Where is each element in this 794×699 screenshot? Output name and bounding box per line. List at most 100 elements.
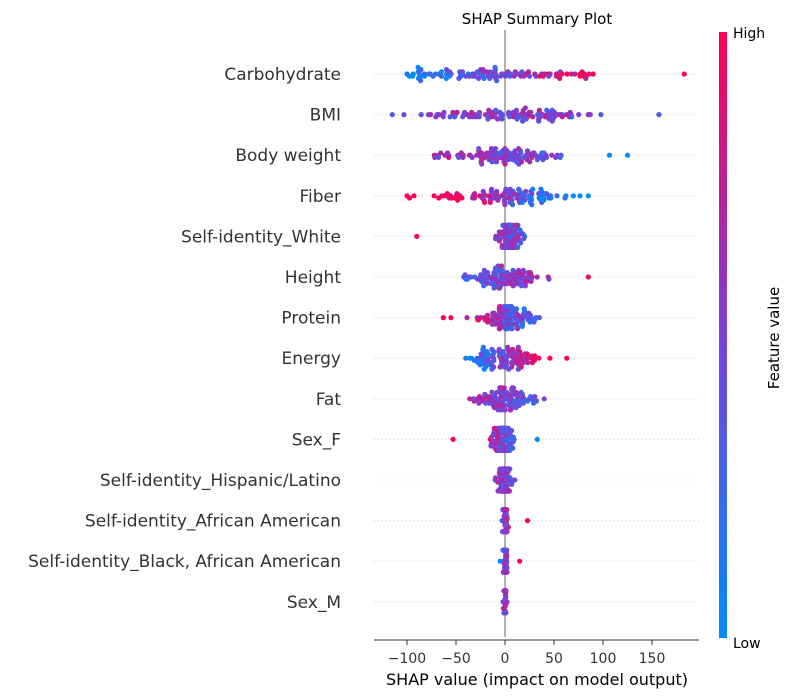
data-point: [466, 114, 473, 120]
data-point: [467, 355, 473, 361]
data-point: [515, 366, 521, 372]
data-point: [527, 319, 533, 325]
data-point: [546, 195, 552, 201]
data-point: [511, 73, 517, 79]
data-point: [487, 199, 493, 205]
data-point: [544, 107, 550, 113]
data-point: [441, 109, 447, 115]
data-point: [554, 193, 560, 199]
data-point: [509, 326, 515, 332]
data-point: [481, 75, 487, 81]
data-point: [519, 199, 526, 205]
x-tick-label: 150: [639, 651, 666, 667]
data-point: [516, 146, 522, 152]
data-point: [524, 278, 530, 284]
data-point: [539, 150, 545, 156]
data-point: [478, 351, 484, 357]
data-point: [498, 263, 505, 269]
data-point: [513, 107, 520, 113]
data-point: [495, 116, 501, 122]
data-point: [476, 146, 482, 152]
data-point: [459, 195, 465, 201]
data-point: [503, 186, 509, 192]
data-point: [496, 150, 502, 156]
data-point: [507, 222, 513, 228]
data-point: [401, 112, 407, 118]
data-point: [585, 193, 591, 199]
data-point: [481, 199, 488, 205]
data-point: [511, 150, 517, 156]
data-point: [509, 304, 515, 310]
data-point: [502, 202, 508, 208]
data-point: [492, 265, 498, 271]
data-point: [502, 364, 508, 370]
data-point: [532, 353, 538, 359]
data-point: [476, 400, 482, 406]
data-point: [481, 283, 487, 289]
feature-label: BMI: [310, 106, 341, 126]
data-point: [456, 75, 462, 81]
data-point: [525, 398, 531, 404]
data-point: [431, 193, 437, 199]
data-point: [496, 346, 502, 352]
data-point: [517, 227, 523, 233]
data-point: [530, 150, 536, 156]
data-point: [547, 355, 553, 361]
data-point: [527, 159, 533, 165]
data-point: [471, 195, 478, 201]
data-point: [507, 186, 513, 192]
data-point: [456, 154, 462, 160]
data-point: [502, 73, 508, 79]
data-point: [438, 73, 445, 79]
data-point: [579, 69, 585, 75]
data-point: [530, 186, 536, 192]
data-point: [510, 283, 516, 289]
data-point: [492, 64, 498, 70]
data-point: [488, 281, 494, 287]
data-point: [445, 150, 451, 156]
data-point: [519, 323, 525, 329]
data-point: [506, 191, 512, 197]
data-point: [460, 114, 466, 120]
data-point: [567, 109, 573, 115]
data-point: [438, 150, 444, 156]
data-point: [418, 112, 424, 118]
data-point: [503, 601, 509, 607]
data-points: [389, 64, 687, 616]
data-point: [562, 195, 568, 201]
data-point: [497, 447, 503, 453]
feature-label: Sex_M: [287, 593, 341, 613]
data-point: [541, 396, 547, 402]
data-point: [499, 267, 505, 273]
data-point: [507, 114, 513, 120]
data-point: [486, 400, 492, 406]
feature-label: Self-identity_Hispanic/Latino: [100, 471, 341, 491]
data-point: [389, 112, 395, 118]
data-point: [421, 73, 427, 79]
data-point: [570, 193, 577, 199]
data-point: [519, 69, 525, 75]
data-point: [503, 610, 509, 616]
data-point: [517, 114, 523, 120]
data-point: [488, 186, 495, 192]
data-point: [410, 73, 416, 79]
data-point: [530, 114, 536, 120]
data-point: [529, 360, 536, 366]
data-point: [518, 317, 524, 323]
data-point: [433, 114, 439, 120]
data-point: [503, 507, 509, 513]
data-point: [624, 152, 631, 158]
data-point: [491, 430, 497, 436]
data-point: [532, 394, 538, 400]
data-point: [455, 197, 461, 203]
data-point: [478, 278, 485, 284]
data-point: [470, 73, 476, 79]
data-point: [564, 71, 570, 77]
data-point: [496, 229, 502, 235]
data-point: [681, 71, 687, 77]
data-point: [513, 389, 519, 395]
data-point: [515, 326, 521, 332]
data-point: [481, 366, 487, 372]
data-point: [504, 270, 510, 276]
